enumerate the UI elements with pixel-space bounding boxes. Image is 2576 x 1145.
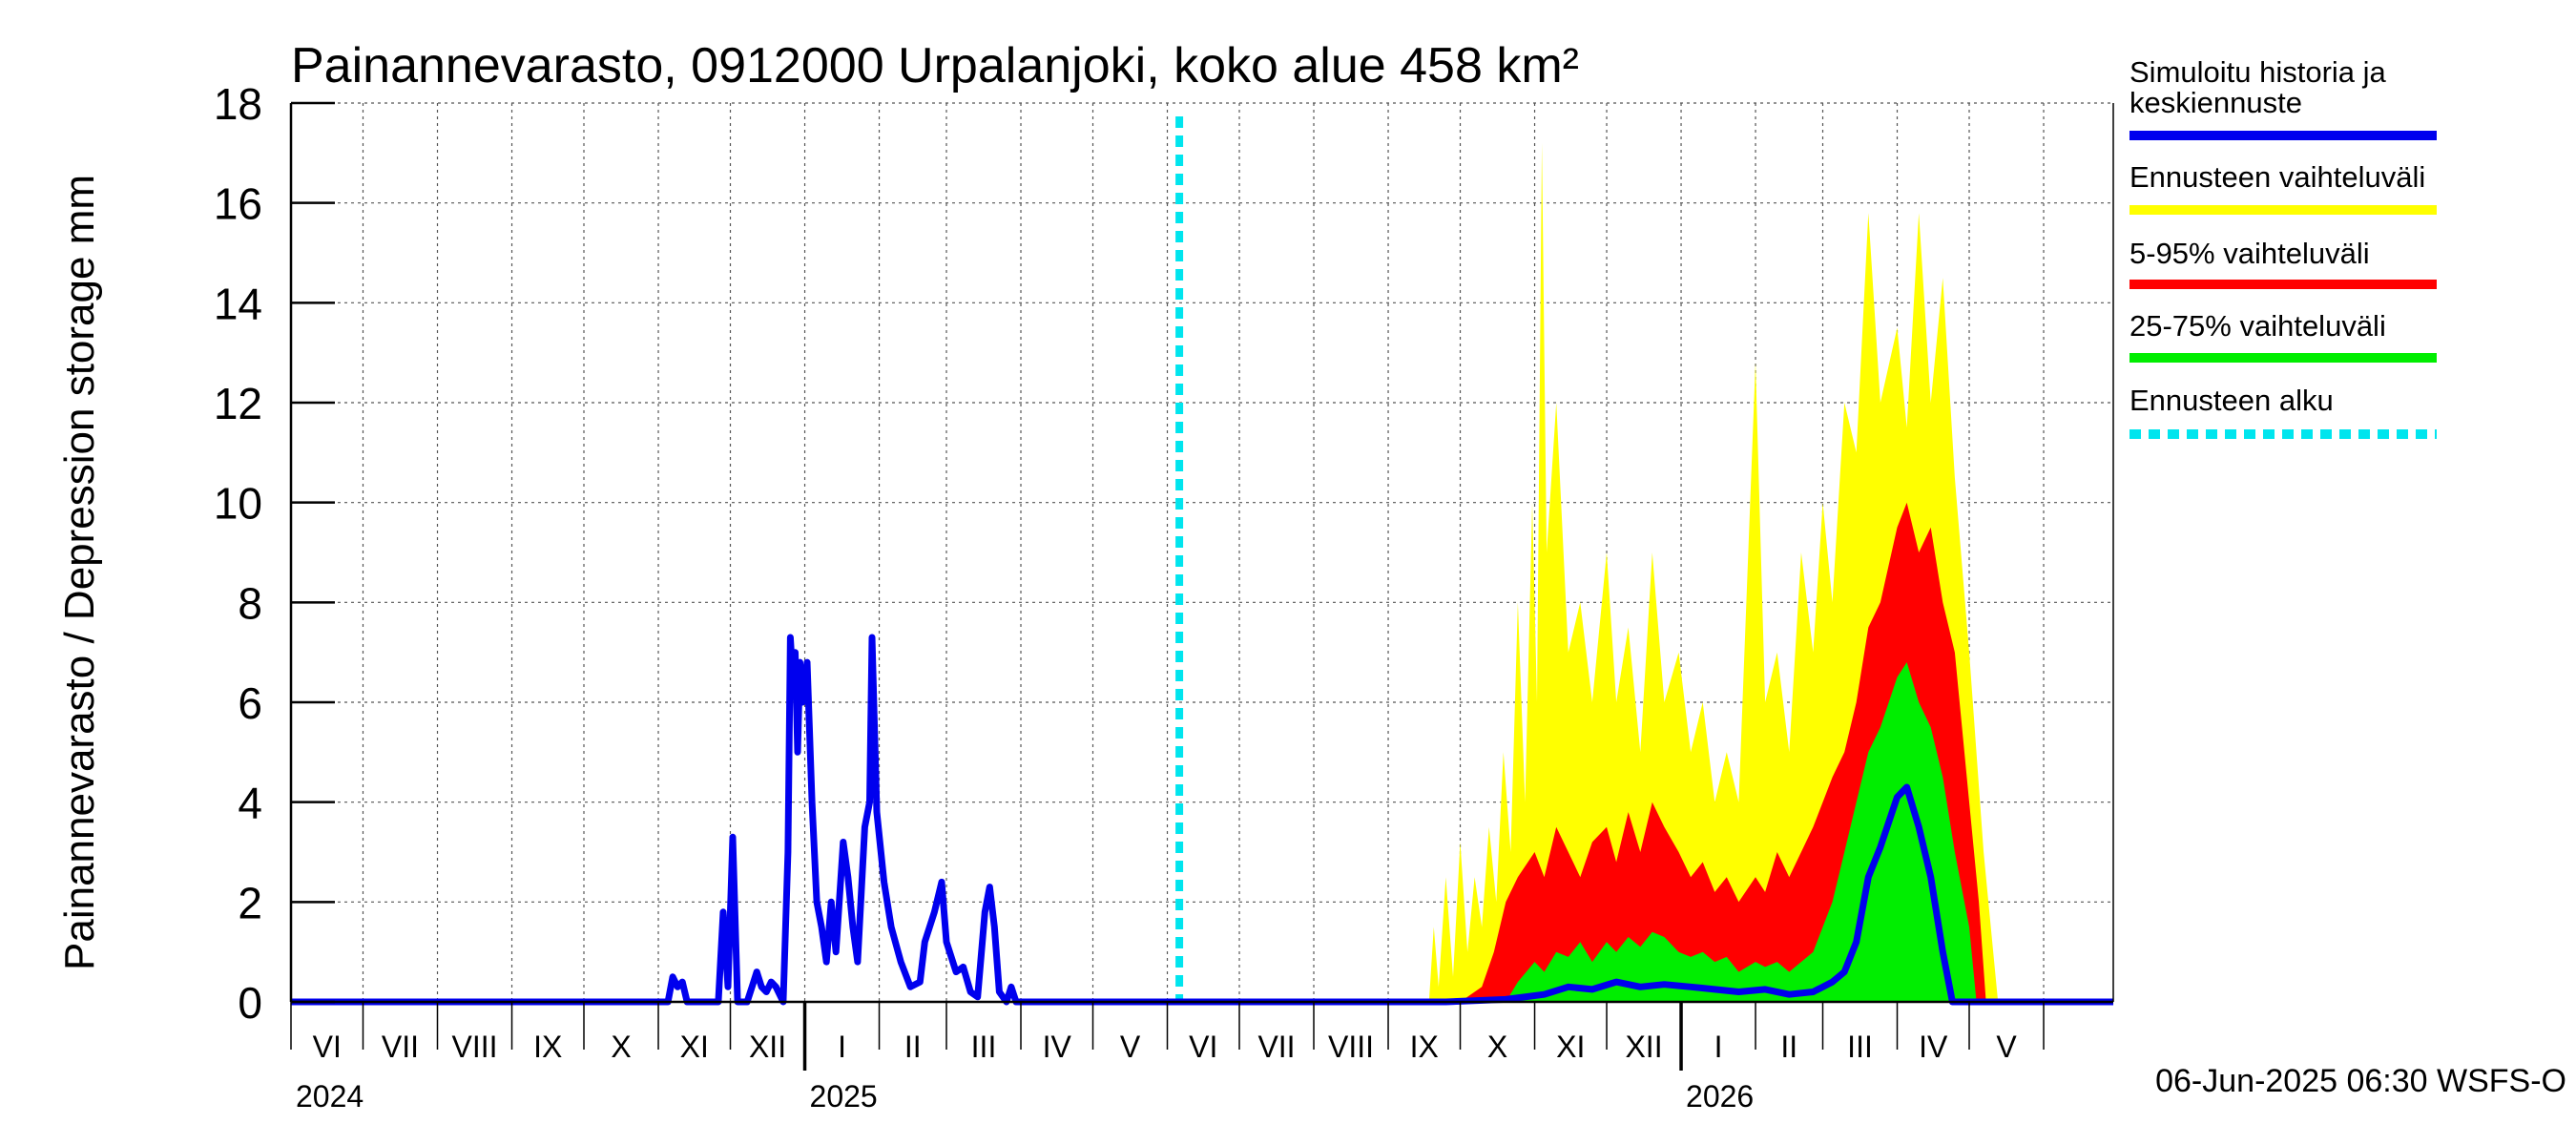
month-label: VIII bbox=[1328, 1030, 1374, 1064]
month-label: VI bbox=[313, 1030, 342, 1064]
month-label: III bbox=[1847, 1030, 1873, 1064]
month-label: VII bbox=[382, 1030, 419, 1064]
month-label: XI bbox=[1556, 1030, 1585, 1064]
y-tick-label: 6 bbox=[238, 678, 262, 728]
month-label: IV bbox=[1043, 1030, 1072, 1064]
month-label: IV bbox=[1919, 1030, 1948, 1064]
legend-label: Simuloitu historia ja bbox=[2129, 55, 2387, 89]
y-tick-label: 14 bbox=[214, 279, 262, 328]
y-axis-label: Painannevarasto / Depression storage mm bbox=[56, 175, 103, 970]
legend-label: keskiennuste bbox=[2129, 86, 2302, 119]
y-tick-label: 8 bbox=[238, 578, 262, 628]
month-label: V bbox=[1120, 1030, 1141, 1064]
month-label: X bbox=[611, 1030, 631, 1064]
month-label: VIII bbox=[452, 1030, 498, 1064]
month-label: XI bbox=[680, 1030, 709, 1064]
legend-label: 5-95% vaihteluväli bbox=[2129, 237, 2370, 270]
history-line bbox=[291, 634, 2113, 1006]
month-label: XII bbox=[1625, 1030, 1662, 1064]
legend-label: Ennusteen alku bbox=[2129, 384, 2334, 417]
y-tick-label: 10 bbox=[214, 479, 262, 529]
month-label: VI bbox=[1189, 1030, 1217, 1064]
year-label: 2025 bbox=[810, 1079, 878, 1114]
y-tick-label: 12 bbox=[214, 379, 262, 428]
y-tick-label: 2 bbox=[238, 878, 262, 927]
band-p25-75 bbox=[1179, 662, 2113, 1002]
forecast-bands bbox=[1179, 142, 2113, 1002]
y-tick-label: 16 bbox=[214, 179, 262, 229]
series-lines bbox=[291, 116, 2113, 1006]
legend-label: 25-75% vaihteluväli bbox=[2129, 309, 2386, 343]
y-tick-label: 18 bbox=[214, 79, 262, 129]
x-axis-ticks: VI VII VIII IX X XI XII I II III IV V VI VII VIII IX X XI… bbox=[290, 1002, 2045, 1114]
y-axis-ticks: 0 2 4 6 8 10 12 14 16 18 bbox=[214, 79, 335, 1028]
month-label: II bbox=[1780, 1030, 1797, 1064]
axes bbox=[289, 103, 2114, 1004]
month-label: VII bbox=[1257, 1030, 1295, 1064]
month-label: I bbox=[838, 1030, 846, 1064]
month-label: XII bbox=[749, 1030, 786, 1064]
year-label: 2024 bbox=[296, 1079, 364, 1114]
month-label: IX bbox=[533, 1030, 562, 1064]
month-label: V bbox=[1996, 1030, 2017, 1064]
month-label: IX bbox=[1410, 1030, 1439, 1064]
legend-label: Ennusteen vaihteluväli bbox=[2129, 160, 2425, 194]
y-tick-label: 0 bbox=[238, 978, 262, 1028]
month-label: II bbox=[904, 1030, 922, 1064]
year-label: 2026 bbox=[1686, 1079, 1754, 1114]
chart-title: Painannevarasto, 0912000 Urpalanjoki, ko… bbox=[291, 38, 1579, 94]
month-label: X bbox=[1487, 1030, 1507, 1064]
footer-timestamp: 06-Jun-2025 06:30 WSFS-O bbox=[2155, 1063, 2566, 1099]
month-label: I bbox=[1714, 1030, 1723, 1064]
y-tick-label: 4 bbox=[238, 779, 262, 828]
grid bbox=[291, 102, 2113, 1002]
month-label: III bbox=[971, 1030, 997, 1064]
